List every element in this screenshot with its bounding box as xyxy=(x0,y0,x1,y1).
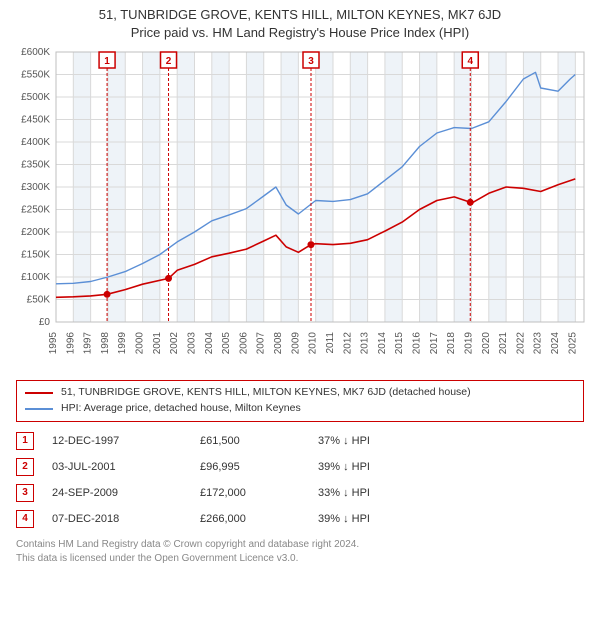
svg-text:2023: 2023 xyxy=(533,332,544,355)
svg-text:4: 4 xyxy=(467,56,473,67)
sale-marker-box: 4 xyxy=(16,510,34,528)
svg-text:2021: 2021 xyxy=(498,332,509,355)
svg-text:2013: 2013 xyxy=(360,332,371,355)
svg-text:2016: 2016 xyxy=(412,332,423,355)
sale-price: £61,500 xyxy=(200,435,300,447)
svg-text:£150K: £150K xyxy=(21,250,50,261)
legend-label: 51, TUNBRIDGE GROVE, KENTS HILL, MILTON … xyxy=(61,385,471,401)
sale-price: £266,000 xyxy=(200,513,300,525)
svg-text:£200K: £200K xyxy=(21,227,50,238)
sale-vs-hpi: 33% ↓ HPI xyxy=(318,487,428,499)
svg-text:2018: 2018 xyxy=(446,332,457,355)
svg-text:£0: £0 xyxy=(39,317,51,328)
sale-marker-box: 3 xyxy=(16,484,34,502)
legend-label: HPI: Average price, detached house, Milt… xyxy=(61,401,301,417)
sales-row: 2 03-JUL-2001 £96,995 39% ↓ HPI xyxy=(16,454,584,480)
footnote-line-2: This data is licensed under the Open Gov… xyxy=(16,552,584,566)
legend-swatch xyxy=(25,392,53,394)
svg-text:£550K: £550K xyxy=(21,70,50,81)
svg-text:2007: 2007 xyxy=(256,332,267,355)
svg-text:2025: 2025 xyxy=(567,332,578,355)
svg-text:2005: 2005 xyxy=(221,332,232,355)
legend: 51, TUNBRIDGE GROVE, KENTS HILL, MILTON … xyxy=(16,380,584,422)
svg-text:1995: 1995 xyxy=(48,332,59,355)
svg-text:2: 2 xyxy=(166,56,172,67)
footnote: Contains HM Land Registry data © Crown c… xyxy=(16,538,584,566)
svg-text:2017: 2017 xyxy=(429,332,440,355)
svg-text:£500K: £500K xyxy=(21,92,50,103)
sales-table: 1 12-DEC-1997 £61,500 37% ↓ HPI 2 03-JUL-2001… xyxy=(16,428,584,532)
svg-text:2015: 2015 xyxy=(394,332,405,355)
sale-date: 24-SEP-2009 xyxy=(52,487,182,499)
svg-text:£250K: £250K xyxy=(21,205,50,216)
page-root: 51, TUNBRIDGE GROVE, KENTS HILL, MILTON … xyxy=(0,0,600,566)
svg-text:2012: 2012 xyxy=(342,332,353,355)
svg-text:£50K: £50K xyxy=(27,295,51,306)
svg-text:£600K: £600K xyxy=(21,47,50,58)
svg-text:2003: 2003 xyxy=(186,332,197,355)
svg-text:2008: 2008 xyxy=(273,332,284,355)
title-line-1: 51, TUNBRIDGE GROVE, KENTS HILL, MILTON … xyxy=(10,6,590,24)
svg-text:2014: 2014 xyxy=(377,332,388,355)
legend-row: HPI: Average price, detached house, Milt… xyxy=(25,401,575,417)
svg-text:2009: 2009 xyxy=(290,332,301,355)
sale-price: £96,995 xyxy=(200,461,300,473)
sale-marker-box: 1 xyxy=(16,432,34,450)
svg-text:£350K: £350K xyxy=(21,160,50,171)
svg-text:2020: 2020 xyxy=(481,332,492,355)
svg-text:2019: 2019 xyxy=(463,332,474,355)
svg-text:2000: 2000 xyxy=(135,332,146,355)
legend-swatch xyxy=(25,408,53,410)
sale-date: 12-DEC-1997 xyxy=(52,435,182,447)
title-line-2: Price paid vs. HM Land Registry's House … xyxy=(10,24,590,42)
svg-text:1998: 1998 xyxy=(100,332,111,355)
sale-vs-hpi: 39% ↓ HPI xyxy=(318,461,428,473)
sale-marker-box: 2 xyxy=(16,458,34,476)
svg-text:£300K: £300K xyxy=(21,182,50,193)
svg-text:2022: 2022 xyxy=(515,332,526,355)
svg-text:2004: 2004 xyxy=(204,332,215,355)
svg-text:3: 3 xyxy=(308,56,314,67)
svg-text:1999: 1999 xyxy=(117,332,128,355)
sales-row: 1 12-DEC-1997 £61,500 37% ↓ HPI xyxy=(16,428,584,454)
svg-text:2024: 2024 xyxy=(550,332,561,355)
svg-text:1997: 1997 xyxy=(83,332,94,355)
chart-svg: £0 £50K £100K £150K £200K £250K £300K £350K £400… xyxy=(10,44,590,374)
sale-date: 03-JUL-2001 xyxy=(52,461,182,473)
chart-area: £0 £50K £100K £150K £200K £250K £300K £350K £400… xyxy=(10,44,590,374)
sale-vs-hpi: 39% ↓ HPI xyxy=(318,513,428,525)
svg-text:2010: 2010 xyxy=(308,332,319,355)
legend-row: 51, TUNBRIDGE GROVE, KENTS HILL, MILTON … xyxy=(25,385,575,401)
svg-text:2001: 2001 xyxy=(152,332,163,355)
sales-row: 3 24-SEP-2009 £172,000 33% ↓ HPI xyxy=(16,480,584,506)
chart-title-block: 51, TUNBRIDGE GROVE, KENTS HILL, MILTON … xyxy=(0,0,600,44)
svg-text:2006: 2006 xyxy=(238,332,249,355)
sale-price: £172,000 xyxy=(200,487,300,499)
svg-text:£100K: £100K xyxy=(21,272,50,283)
footnote-line-1: Contains HM Land Registry data © Crown c… xyxy=(16,538,584,552)
svg-text:£450K: £450K xyxy=(21,115,50,126)
svg-text:2002: 2002 xyxy=(169,332,180,355)
svg-text:£400K: £400K xyxy=(21,137,50,148)
svg-text:2011: 2011 xyxy=(325,332,336,354)
sale-vs-hpi: 37% ↓ HPI xyxy=(318,435,428,447)
sale-date: 07-DEC-2018 xyxy=(52,513,182,525)
svg-text:1: 1 xyxy=(104,56,110,67)
sales-row: 4 07-DEC-2018 £266,000 39% ↓ HPI xyxy=(16,506,584,532)
svg-text:1996: 1996 xyxy=(65,332,76,355)
